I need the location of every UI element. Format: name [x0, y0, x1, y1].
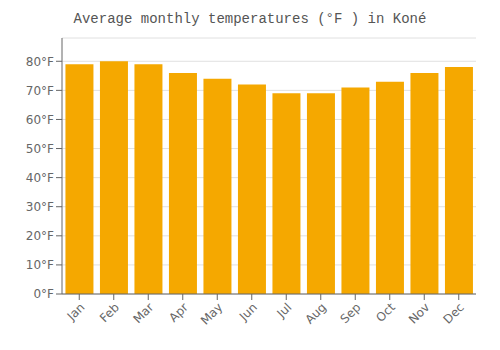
svg-text:Nov: Nov [406, 300, 432, 326]
svg-text:Apr: Apr [166, 300, 191, 325]
svg-text:0°F: 0°F [33, 287, 54, 301]
svg-text:Jun: Jun [236, 300, 260, 324]
svg-text:70°F: 70°F [26, 84, 54, 98]
svg-text:60°F: 60°F [26, 113, 54, 127]
html-text:Average monthly temperatures (: Average monthly temperatures (°F ) in Ko… [73, 11, 427, 27]
svg-text:May: May [198, 300, 225, 327]
svg-text:10°F: 10°F [26, 258, 54, 272]
svg-text:Feb: Feb [97, 300, 122, 325]
svg-text:Dec: Dec [441, 300, 467, 326]
svg-text:Jul: Jul [274, 300, 295, 321]
svg-text:Oct: Oct [373, 300, 398, 325]
svg-text:40°F: 40°F [26, 171, 54, 185]
svg-text:Aug: Aug [302, 300, 328, 326]
svg-text:20°F: 20°F [26, 229, 54, 243]
svg-text:30°F: 30°F [26, 200, 54, 214]
svg-text:Mar: Mar [130, 300, 156, 326]
svg-text:50°F: 50°F [26, 142, 54, 156]
svg-text:Jan: Jan [64, 300, 88, 324]
svg-text:Sep: Sep [337, 300, 363, 326]
svg-text:80°F: 80°F [26, 55, 54, 69]
